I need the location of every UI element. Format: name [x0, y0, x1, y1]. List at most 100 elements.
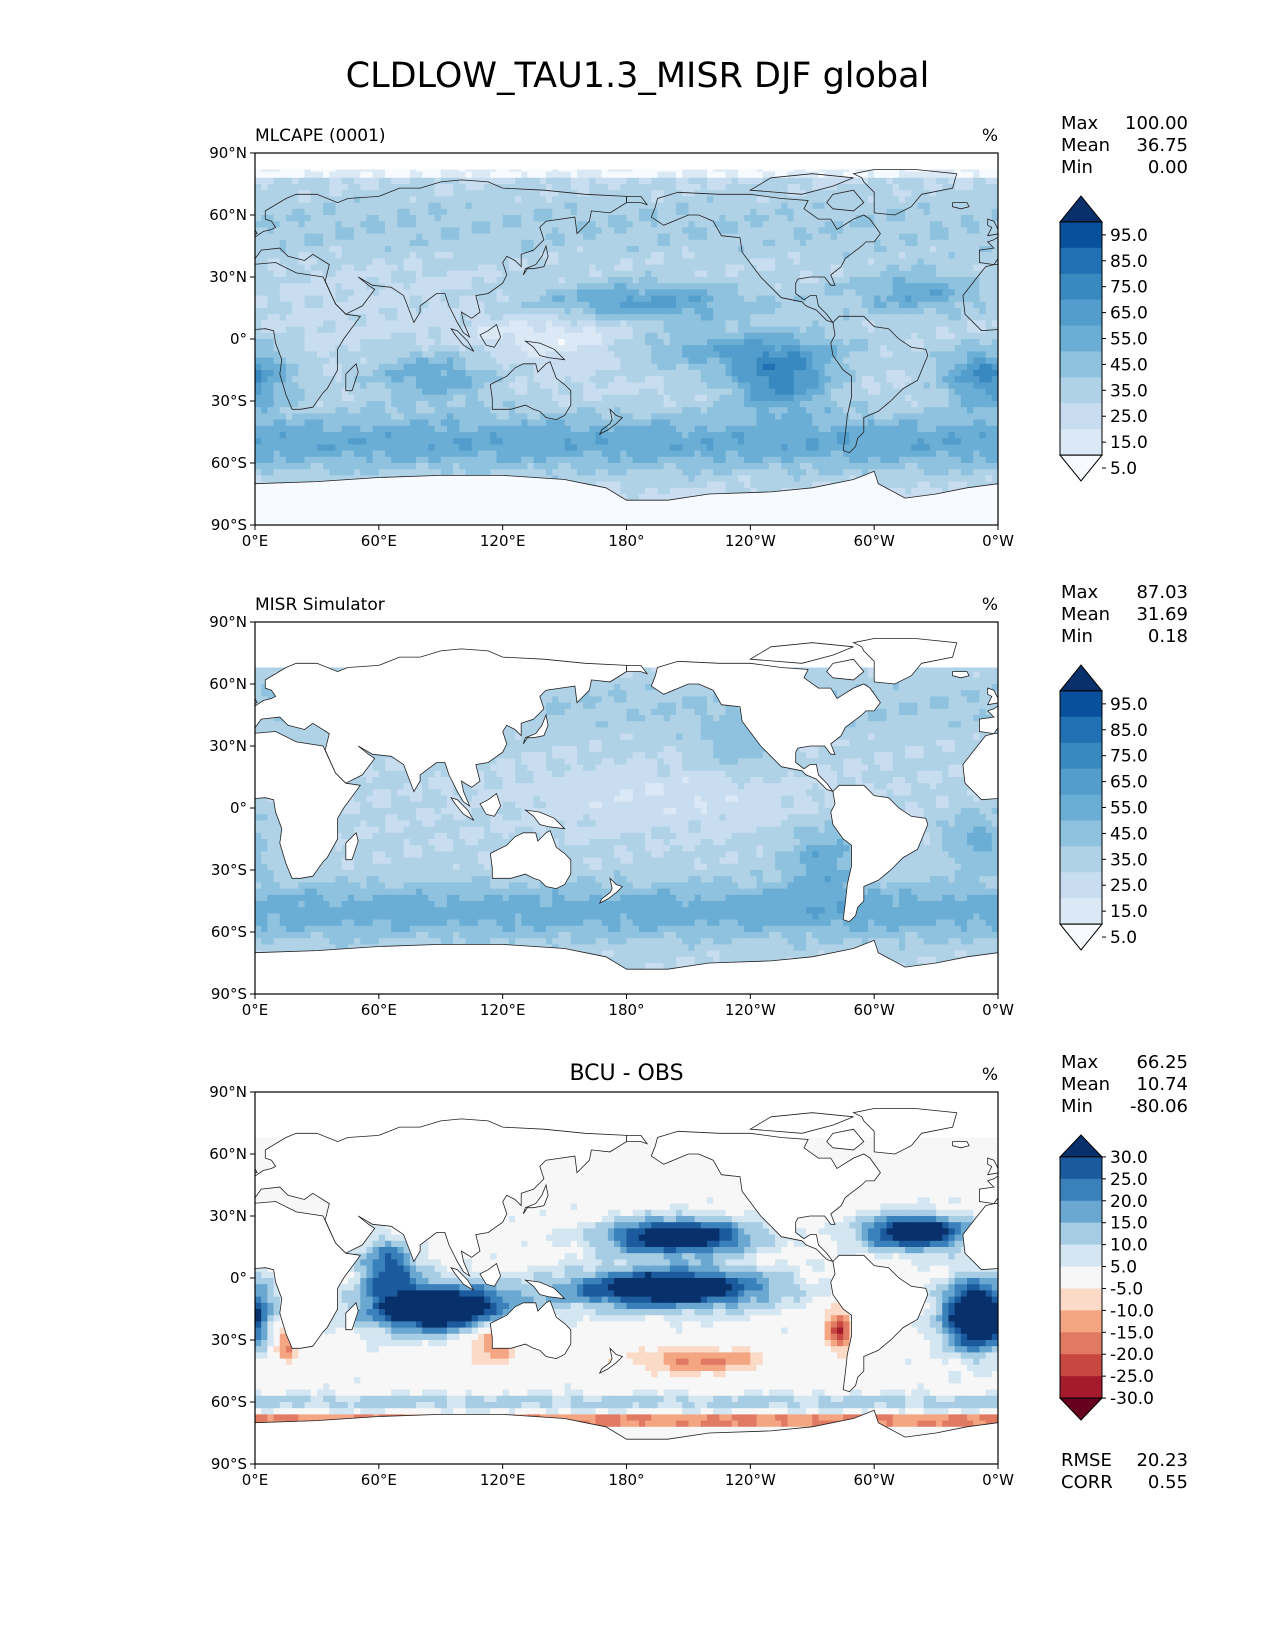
field-cell	[849, 326, 857, 334]
field-cell	[967, 177, 974, 185]
field-cell	[552, 252, 559, 259]
field-cell	[818, 314, 826, 321]
field-cell	[583, 171, 590, 179]
field-cell	[812, 270, 820, 278]
field-cell	[323, 233, 330, 241]
field-cell	[855, 246, 863, 253]
field-cell	[366, 301, 374, 309]
field-cell	[700, 326, 708, 334]
field-cell	[706, 370, 714, 377]
field-cell	[750, 345, 758, 352]
field-cell	[936, 339, 943, 346]
field-cell	[867, 351, 875, 359]
field-cell	[911, 295, 919, 303]
field-cell	[446, 184, 454, 191]
field-cell	[496, 264, 504, 272]
field-cell	[898, 258, 906, 266]
field-cell	[706, 301, 714, 309]
field-cell	[496, 171, 504, 179]
field-cell	[471, 221, 479, 228]
field-cell	[323, 407, 330, 414]
field-cell	[576, 264, 584, 272]
field-cell	[954, 202, 962, 210]
field-cell	[316, 202, 324, 210]
field-cell	[484, 202, 491, 210]
field-cell	[471, 308, 479, 315]
field-cell	[880, 332, 888, 340]
field-cell	[267, 407, 275, 414]
field-cell	[762, 332, 770, 340]
field-cell	[378, 289, 386, 297]
field-cell	[255, 239, 262, 247]
field-cell	[991, 202, 998, 210]
field-cell	[564, 239, 572, 247]
field-cell	[651, 252, 659, 259]
panel-top: 0°E 60°E 120°E 180° 120°W 60°W 0°W90°N60°N30°N…	[209, 113, 1188, 550]
field-cell	[762, 326, 770, 334]
field-cell	[614, 314, 621, 321]
field-cell	[558, 208, 566, 216]
field-cell	[911, 277, 919, 284]
field-cell	[552, 177, 559, 185]
field-cell	[781, 363, 789, 371]
field-cell	[948, 332, 956, 340]
field-cell	[688, 264, 696, 272]
field-cell	[663, 270, 671, 278]
field-cell	[515, 233, 522, 241]
field-cell	[750, 208, 758, 216]
field-cell	[799, 208, 807, 216]
field-cell	[434, 239, 442, 247]
field-cell	[502, 227, 510, 235]
field-cell	[855, 332, 863, 340]
field-cell	[335, 301, 343, 309]
field-cell	[855, 301, 863, 309]
field-cell	[688, 196, 696, 204]
field-cell	[490, 320, 498, 328]
field-cell	[694, 394, 702, 402]
field-cell	[694, 363, 702, 371]
field-cell	[973, 351, 981, 359]
field-cell	[837, 283, 844, 290]
field-cell	[595, 215, 603, 222]
field-cell	[781, 345, 789, 352]
field-cell	[954, 308, 962, 315]
field-cell	[824, 388, 832, 396]
field-cell	[886, 394, 894, 402]
field-cell	[570, 401, 578, 408]
field-cell	[403, 171, 411, 179]
field-cell	[372, 277, 380, 284]
field-cell	[855, 345, 863, 352]
field-cell	[515, 258, 522, 266]
field-cell	[428, 351, 436, 359]
field-cell	[471, 196, 479, 204]
field-cell	[502, 295, 510, 303]
field-cell	[453, 314, 460, 321]
field-cell	[837, 357, 844, 365]
field-cell	[744, 351, 751, 359]
field-cell	[360, 239, 368, 247]
field-cell	[440, 258, 448, 266]
field-cell	[471, 332, 479, 340]
field-cell	[310, 301, 318, 309]
field-cell	[601, 264, 609, 272]
field-cell	[539, 258, 547, 266]
field-cell	[942, 221, 950, 228]
field-cell	[867, 177, 875, 185]
field-cell	[843, 177, 850, 185]
field-cell	[285, 308, 293, 315]
field-cell	[905, 171, 912, 179]
field-cell	[806, 258, 813, 266]
field-cell	[539, 339, 547, 346]
field-cell	[385, 370, 392, 377]
field-cell	[669, 239, 677, 247]
field-cell	[651, 190, 659, 197]
field-cell	[954, 233, 962, 241]
field-cell	[719, 227, 727, 235]
field-cell	[490, 283, 498, 290]
field-cell	[316, 345, 324, 352]
field-cell	[292, 258, 299, 266]
field-cell	[744, 177, 751, 185]
field-cell	[329, 320, 337, 328]
field-cell	[490, 407, 498, 414]
field-cell	[669, 363, 677, 371]
